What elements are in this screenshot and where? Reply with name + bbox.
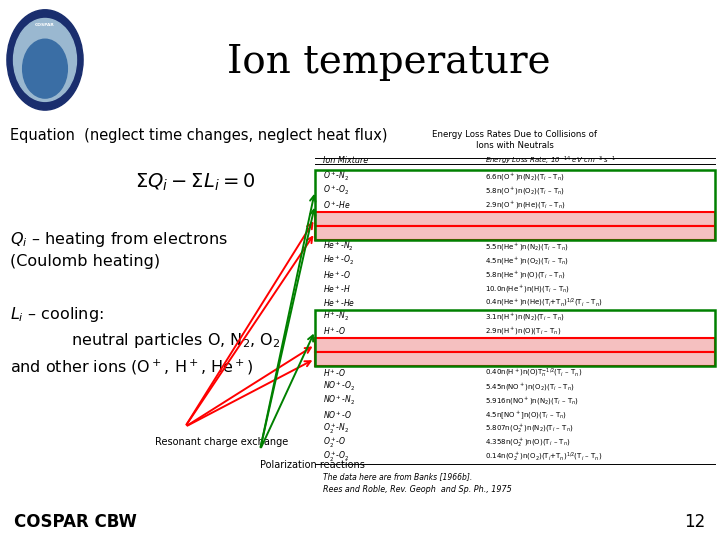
Text: $L_i$ – cooling:
            neutral particles O, N$_2$, O$_2$
and other ions (O: $L_i$ – cooling: neutral particles O, N$… <box>10 305 281 376</box>
Text: H$^+$-N$_2$: H$^+$-N$_2$ <box>323 310 349 323</box>
Text: COSPAR: COSPAR <box>35 23 55 27</box>
Text: 4.5n[NO$^+$]n(O)(T$_i$ – T$_n$): 4.5n[NO$^+$]n(O)(T$_i$ – T$_n$) <box>485 409 567 421</box>
Text: $\Sigma Q_i - \Sigma L_i = 0$: $\Sigma Q_i - \Sigma L_i = 0$ <box>135 172 255 193</box>
Text: NO$^+$-O$_2$: NO$^+$-O$_2$ <box>323 380 356 394</box>
Text: O$^+$-He: O$^+$-He <box>323 199 351 211</box>
Bar <box>315 338 715 352</box>
Text: He$^+$-H: He$^+$-H <box>323 283 351 295</box>
Text: He$^+$-He: He$^+$-He <box>323 297 355 309</box>
Text: O$^+$-O$_2$: O$^+$-O$_2$ <box>323 184 350 198</box>
Text: 5.916n(NO$^+$)n(N$_2$)(T$_i$ – T$_n$): 5.916n(NO$^+$)n(N$_2$)(T$_i$ – T$_n$) <box>485 395 579 407</box>
Text: 5.8n(He$^+$)n(O)(T$_i$ – T$_n$): 5.8n(He$^+$)n(O)(T$_i$ – T$_n$) <box>485 269 566 280</box>
Text: He$^+$-N$_2$: He$^+$-N$_2$ <box>323 240 354 253</box>
Text: O$_2^+$-O: O$_2^+$-O <box>323 436 346 450</box>
Text: H$^+$-H: H$^+$-H <box>323 353 346 365</box>
Text: Energy Loss Rate, 10$^{-14}$ eV cm$^{-3}$ s$^{-1}$: Energy Loss Rate, 10$^{-14}$ eV cm$^{-3}… <box>485 155 616 167</box>
Text: H$^+$-N: H$^+$-N <box>323 339 346 351</box>
Text: 0.21n(O$^+$)n(O)(m$_i$+m$_n$)$^{1/2}$(T$_i$ – T$_n$): 0.21n(O$^+$)n(O)(m$_i$+m$_n$)$^{1/2}$(T$… <box>485 213 603 225</box>
Text: 12: 12 <box>684 514 706 531</box>
Text: 2.9n(O$^+$)n(He)(T$_i$ – T$_n$): 2.9n(O$^+$)n(He)(T$_i$ – T$_n$) <box>485 199 566 211</box>
Text: H$^+$-O: H$^+$-O <box>323 325 346 337</box>
Text: O$^+$-O: O$^+$-O <box>323 213 346 225</box>
Text: O$^+$-H: O$^+$-H <box>323 227 346 239</box>
Text: 0.4n(He$^+$)n(He)(T$_i$+T$_n$)$^{1/2}$(T$_i$ – T$_n$): 0.4n(He$^+$)n(He)(T$_i$+T$_n$)$^{1/2}$(T… <box>485 297 603 309</box>
Text: NO$^+$-O: NO$^+$-O <box>323 409 352 421</box>
Text: 0.35n(O$^+$)n(H)T$_n^{-1/2}$(T$_i$ – T$_n$): 0.35n(O$^+$)n(H)T$_n^{-1/2}$(T$_i$ – T$_… <box>485 226 582 240</box>
Text: Polarization reactions: Polarization reactions <box>260 460 365 470</box>
Text: He$^+$-O: He$^+$-O <box>323 269 351 281</box>
Bar <box>315 212 715 226</box>
Bar <box>315 170 715 240</box>
Text: 5.5n(He$^+$)n(N$_2$)(T$_i$ – T$_n$): 5.5n(He$^+$)n(N$_2$)(T$_i$ – T$_n$) <box>485 241 569 253</box>
Text: 2.9n(H$^+$)n(O)(T$_i$ – T$_n$): 2.9n(H$^+$)n(O)(T$_i$ – T$_n$) <box>485 325 562 336</box>
Text: H$^+$-O: H$^+$-O <box>323 367 346 379</box>
Text: O$^+$-N$_2$: O$^+$-N$_2$ <box>323 170 349 184</box>
Text: 4.358n(O$_2^+$)n(O)(T$_i$ – T$_n$): 4.358n(O$_2^+$)n(O)(T$_i$ – T$_n$) <box>485 437 570 449</box>
Text: 4.5n(He$^+$)n(O$_2$)(T$_i$ – T$_n$): 4.5n(He$^+$)n(O$_2$)(T$_i$ – T$_n$) <box>485 255 569 267</box>
Circle shape <box>7 10 83 110</box>
Text: COSPAR CBW: COSPAR CBW <box>14 514 138 531</box>
Text: $Q_i$ – heating from electrons
(Coulomb heating): $Q_i$ – heating from electrons (Coulomb … <box>10 230 228 269</box>
Text: Equation  (neglect time changes, neglect heat flux): Equation (neglect time changes, neglect … <box>10 128 387 143</box>
Text: 10.0n(He$^+$)n(H)(T$_i$ – T$_n$): 10.0n(He$^+$)n(H)(T$_i$ – T$_n$) <box>485 283 570 294</box>
Text: 1.4n(H$^+$)n(H)(2T$_i$+3T$_n$)$^{-1/2}$(T$_i$ – 2T$_n$): 1.4n(H$^+$)n(H)(2T$_i$+3T$_n$)$^{-1/2}$(… <box>485 353 611 365</box>
Text: 5.8n(O$^+$)n(O$_2$)(T$_i$ – T$_n$): 5.8n(O$^+$)n(O$_2$)(T$_i$ – T$_n$) <box>485 185 565 197</box>
Text: Ion temperature: Ion temperature <box>227 44 551 81</box>
Circle shape <box>14 18 76 102</box>
Circle shape <box>22 39 68 98</box>
Text: The data here are from Banks [1966b].: The data here are from Banks [1966b]. <box>323 472 472 481</box>
Text: 5.807n(O$_2^+$)n(N$_2$)(T$_i$ – T$_n$): 5.807n(O$_2^+$)n(N$_2$)(T$_i$ – T$_n$) <box>485 423 574 435</box>
Text: 6.6n(O$^+$)n(N$_2$)(T$_i$ – T$_n$): 6.6n(O$^+$)n(N$_2$)(T$_i$ – T$_n$) <box>485 171 564 183</box>
Text: He$^+$-O$_2$: He$^+$-O$_2$ <box>323 254 354 267</box>
Text: ...: ... <box>485 342 492 348</box>
Bar <box>315 226 715 240</box>
Bar <box>315 310 715 366</box>
Text: Rees and Roble, Rev. Geoph  and Sp. Ph., 1975: Rees and Roble, Rev. Geoph and Sp. Ph., … <box>323 485 512 494</box>
Text: Energy Loss Rates Due to Collisions of
Ions with Neutrals: Energy Loss Rates Due to Collisions of I… <box>433 130 598 150</box>
Text: 0.14n(O$_2^+$)n(O$_2$)(T$_i$+T$_n$)$^{1/2}$(T$_i$ – T$_n$): 0.14n(O$_2^+$)n(O$_2$)(T$_i$+T$_n$)$^{1/… <box>485 450 603 463</box>
Text: Resonant charge exchange: Resonant charge exchange <box>155 437 288 447</box>
Text: NO$^+$-N$_2$: NO$^+$-N$_2$ <box>323 394 355 408</box>
Text: 5.45n(NO$^+$)n(O$_2$)(T$_i$ – T$_n$): 5.45n(NO$^+$)n(O$_2$)(T$_i$ – T$_n$) <box>485 381 575 393</box>
Text: Ion Mixture: Ion Mixture <box>323 157 368 165</box>
Text: O$_2^+$-O$_2$: O$_2^+$-O$_2$ <box>323 450 350 464</box>
Bar <box>315 352 715 366</box>
Text: 3.1n(H$^+$)n(N$_2$)(T$_i$ – T$_n$): 3.1n(H$^+$)n(N$_2$)(T$_i$ – T$_n$) <box>485 311 564 322</box>
Text: O$_2^+$-N$_2$: O$_2^+$-N$_2$ <box>323 422 349 436</box>
Text: 0.40n(H$^+$)n(O)T$_n^{-1/2}$(T$_i$ – T$_n$): 0.40n(H$^+$)n(O)T$_n^{-1/2}$(T$_i$ – T$_… <box>485 366 582 380</box>
